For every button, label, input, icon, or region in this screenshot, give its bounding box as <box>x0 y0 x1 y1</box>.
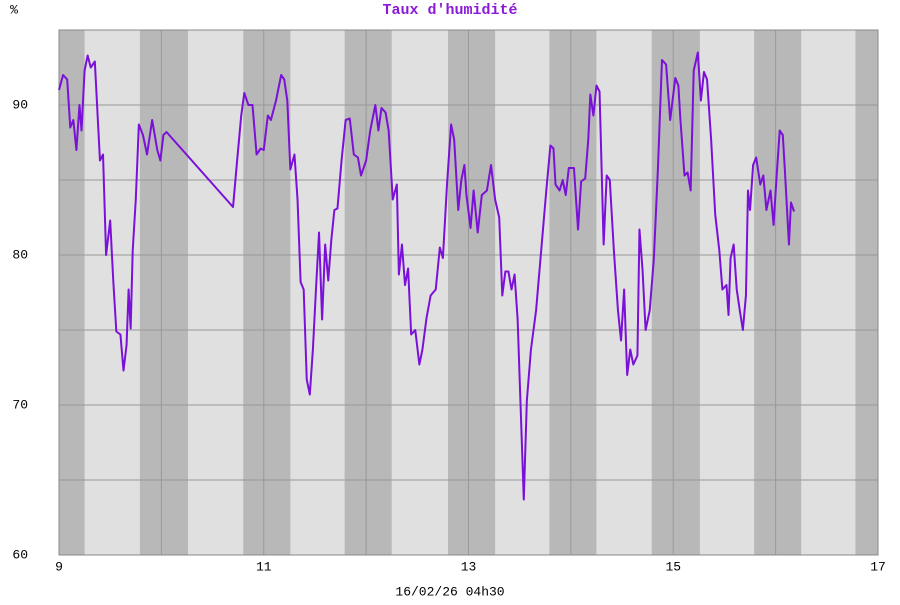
x-tick-label: 17 <box>870 559 886 574</box>
night-band <box>448 30 496 555</box>
x-tick-label: 11 <box>256 559 272 574</box>
x-axis-label: 16/02/26 04h30 <box>395 584 504 599</box>
night-band <box>855 30 878 555</box>
x-tick-label: 9 <box>55 559 63 574</box>
y-unit: % <box>10 2 18 17</box>
y-tick-label: 70 <box>12 397 28 412</box>
night-band <box>754 30 802 555</box>
y-tick-label: 80 <box>12 247 28 262</box>
y-tick-label: 60 <box>12 547 28 562</box>
data-line <box>58 51 795 501</box>
night-band <box>344 30 392 555</box>
night-band <box>139 30 188 555</box>
night-band <box>243 30 291 555</box>
x-tick-label: 15 <box>665 559 681 574</box>
x-tick-label: 13 <box>461 559 477 574</box>
y-tick-label: 90 <box>12 97 28 112</box>
chart-title: Taux d'humidité <box>382 2 517 19</box>
plot-border <box>58 29 879 556</box>
